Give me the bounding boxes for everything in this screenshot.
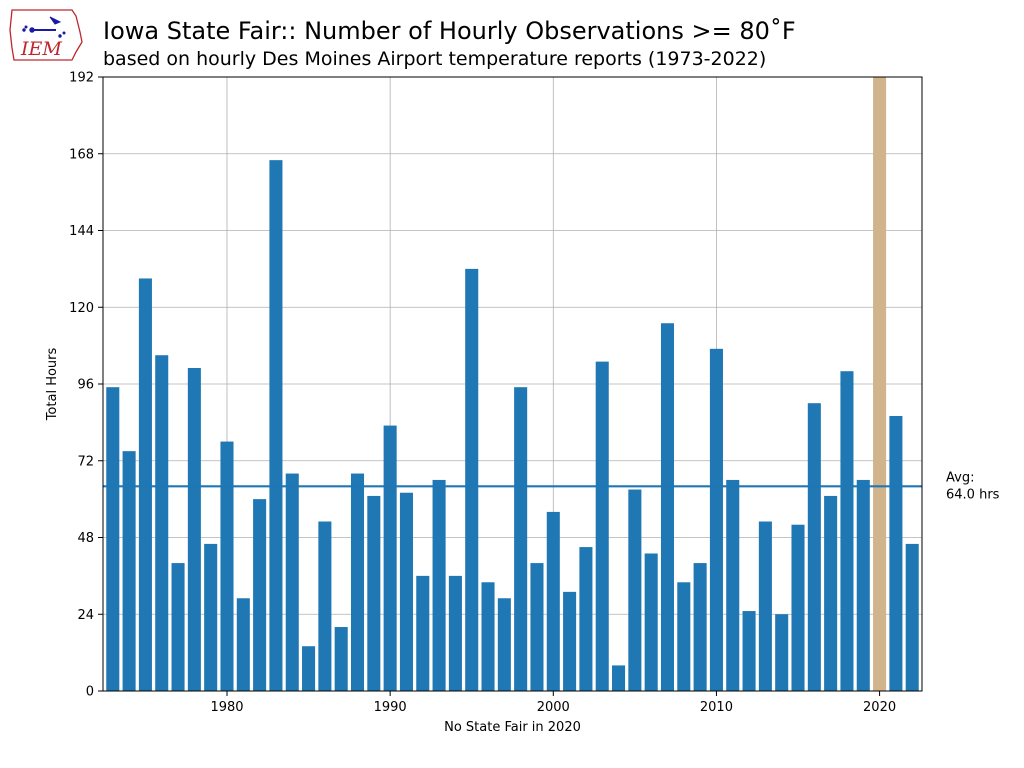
logo-mark [22,16,66,38]
bar-2000 [546,511,560,691]
bar-1985 [302,646,316,691]
bar-2007 [660,323,675,691]
average-label-line-1: Avg: [946,470,974,485]
bar-2010 [709,348,723,691]
bar-1997 [497,598,511,691]
y-tick-label-144: 144 [69,224,94,239]
bar-2015 [791,524,805,691]
bar-1974 [122,451,136,691]
y-tick-label-72: 72 [77,454,94,469]
x-tick-label-2010: 2010 [700,700,733,715]
logo-text: IEM [20,38,62,60]
bar-series [106,77,919,692]
average-label-line-2: 64.0 hrs [946,487,1000,502]
bar-1982 [253,499,267,691]
y-tick-label-192: 192 [69,71,94,86]
bar-2012 [742,611,756,691]
bar-1990 [383,425,397,691]
bar-1988 [350,473,365,691]
y-axis-ticks: 0 24 48 72 96 120 144 168 192 [69,71,103,700]
bar-1973 [106,387,120,691]
bar-2005 [628,489,642,691]
bar-1992 [416,575,430,691]
bar-2014 [775,614,789,691]
x-tick-label-2000: 2000 [537,700,570,715]
y-tick-label-96: 96 [77,378,94,393]
x-tick-label-1980: 1980 [210,700,243,715]
bar-2019 [856,479,870,691]
bar-2017 [824,495,838,691]
bar-1981 [236,598,250,691]
chart-title: Iowa State Fair:: Number of Hourly Obser… [103,17,796,45]
bar-1986 [318,521,332,691]
y-tick-label-168: 168 [69,147,94,162]
bar-1977 [171,563,185,691]
bar-2003 [595,361,609,691]
x-axis-ticks: 1980 1990 2000 2010 2020 [210,691,896,715]
bar-2009 [693,563,707,691]
bar-1984 [285,473,299,691]
bar-1993 [432,479,446,691]
bar-1976 [155,355,169,691]
bar-1991 [399,492,413,691]
bar-1987 [334,627,348,691]
bar-2001 [563,591,577,691]
bar-2008 [677,582,691,691]
bar-2016 [807,403,821,691]
bar-2021 [889,415,903,691]
bar-1994 [448,575,462,691]
bar-1995 [465,268,479,691]
bar-1989 [367,495,381,691]
bar-1980 [220,441,234,691]
y-tick-label-120: 120 [69,301,94,316]
bar-2002 [579,547,593,691]
y-tick-label-48: 48 [77,531,94,546]
bar-2020 [873,77,887,691]
bar-2013 [758,521,772,691]
bar-2004 [612,665,626,691]
iowa-outline [9,9,83,61]
bar-1998 [514,387,528,691]
x-tick-label-2020: 2020 [863,700,896,715]
bar-2011 [726,479,740,691]
bar-1978 [187,368,201,691]
iem-logo: IEM [9,9,83,61]
bar-2006 [644,553,658,691]
y-axis-label: Total Hours [45,347,60,421]
x-axis-label: No State Fair in 2020 [444,720,581,735]
bar-1983 [269,160,283,692]
bar-1975 [138,278,152,691]
y-tick-label-0: 0 [86,685,94,700]
bar-2018 [840,371,854,691]
chart-subtitle: based on hourly Des Moines Airport tempe… [103,48,766,70]
x-tick-label-1990: 1990 [374,700,407,715]
bar-1999 [530,563,544,691]
average-label: Avg: 64.0 hrs [946,470,1000,502]
y-tick-label-24: 24 [77,608,94,623]
bar-1996 [481,582,495,691]
bar-2022 [905,543,919,691]
bar-1979 [204,543,218,691]
